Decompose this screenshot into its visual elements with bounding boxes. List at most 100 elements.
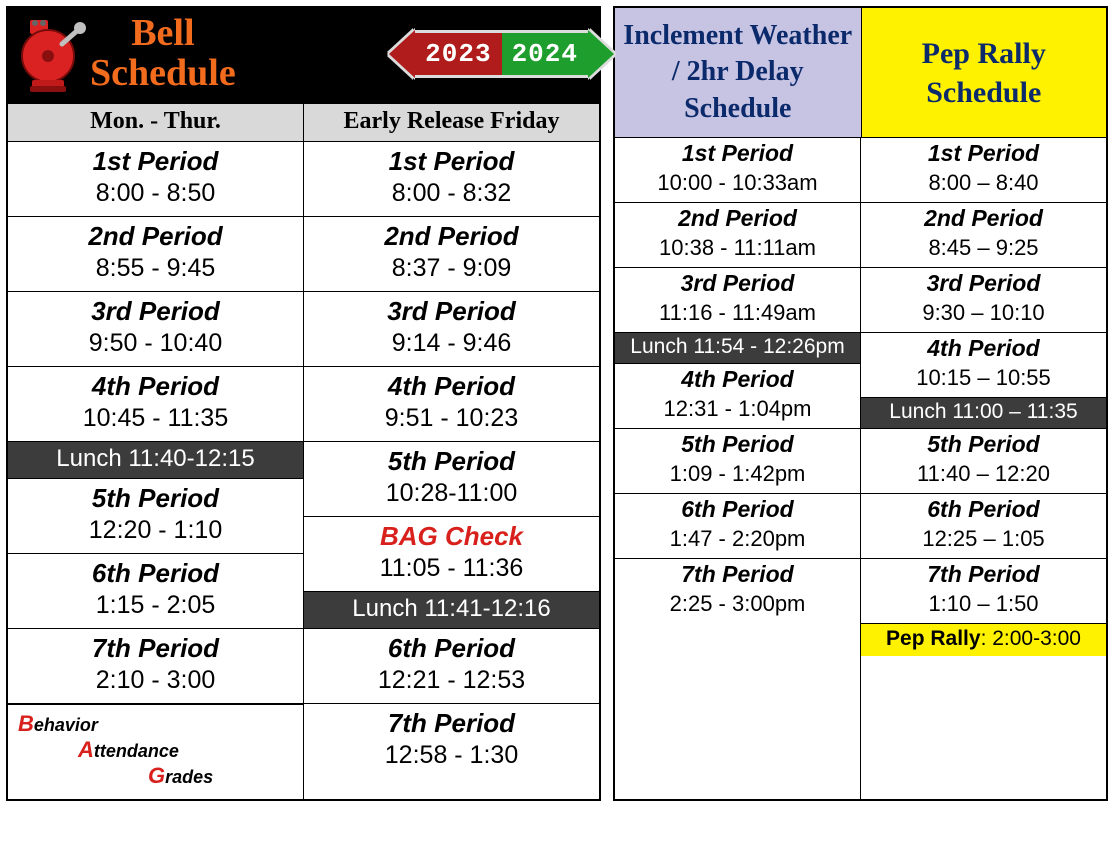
table-row: 2nd Period 8:45 – 9:25: [861, 203, 1106, 268]
schedule-wrap: Bell Schedule 2023 2024 Mon. - Thur. Ear…: [0, 0, 1120, 807]
bell-banner: Bell Schedule 2023 2024: [8, 8, 599, 104]
period-time: 9:14 - 9:46: [304, 329, 599, 358]
bell-title-line2: Schedule: [90, 54, 236, 94]
table-row: 1st Period 8:00 - 8:32: [304, 142, 599, 217]
period-label: 4th Period: [615, 366, 860, 393]
table-row: 1st Period 8:00 – 8:40: [861, 138, 1106, 203]
period-label: 5th Period: [8, 483, 303, 514]
period-label: 4th Period: [861, 335, 1106, 362]
table-row: 6th Period 12:21 - 12:53: [304, 629, 599, 704]
table-row: 6th Period 12:25 – 1:05: [861, 494, 1106, 559]
alarm-bell-icon: [16, 14, 86, 94]
period-time: 10:38 - 11:11am: [615, 235, 860, 261]
period-time: 8:45 – 9:25: [861, 235, 1106, 261]
period-label: 2nd Period: [304, 221, 599, 252]
bag-a-line: Attendance: [78, 737, 293, 763]
period-label: 5th Period: [304, 446, 599, 477]
bag-footer: Behavior Attendance Grades: [8, 704, 303, 799]
right-two-col: 1st Period 10:00 - 10:33am 2nd Period 10…: [615, 138, 1106, 799]
period-label: 4th Period: [304, 371, 599, 402]
header-friday: Early Release Friday: [303, 104, 599, 142]
table-row: 7th Period 2:25 - 3:00pm: [615, 559, 860, 623]
period-time: 1:15 - 2:05: [8, 591, 303, 620]
year-arrows: 2023 2024: [412, 30, 591, 78]
lunch-row: Lunch 11:40-12:15: [8, 442, 303, 479]
table-row: 7th Period 2:10 - 3:00: [8, 629, 303, 704]
period-label: 7th Period: [8, 633, 303, 664]
left-two-col: 1st Period 8:00 - 8:50 2nd Period 8:55 -…: [8, 142, 599, 799]
pep-rally-time: : 2:00-3:00: [981, 627, 1081, 650]
period-time: 8:55 - 9:45: [8, 254, 303, 283]
table-row: 7th Period 1:10 – 1:50: [861, 559, 1106, 624]
table-row: 4th Period 10:15 – 10:55: [861, 333, 1106, 398]
period-label: 1st Period: [861, 140, 1106, 167]
period-time: 8:00 – 8:40: [861, 170, 1106, 196]
pep-rally-label: Pep Rally: [886, 627, 981, 650]
period-time: 12:58 - 1:30: [304, 741, 599, 770]
table-row: 5th Period 1:09 - 1:42pm: [615, 429, 860, 494]
period-time: 10:45 - 11:35: [8, 404, 303, 433]
period-time: 9:50 - 10:40: [8, 329, 303, 358]
period-time: 8:00 - 8:32: [304, 179, 599, 208]
period-label: 6th Period: [8, 558, 303, 589]
table-row: 5th Period 10:28-11:00: [304, 442, 599, 517]
friday-col: 1st Period 8:00 - 8:32 2nd Period 8:37 -…: [303, 142, 599, 799]
period-time: 8:37 - 9:09: [304, 254, 599, 283]
year-left-arrow: 2023: [412, 30, 501, 78]
table-row: 3rd Period 9:14 - 9:46: [304, 292, 599, 367]
period-time: 9:30 – 10:10: [861, 300, 1106, 326]
table-row: 4th Period 12:31 - 1:04pm: [615, 364, 860, 429]
lunch-row: Lunch 11:54 - 12:26pm: [615, 333, 860, 364]
period-time: 12:21 - 12:53: [304, 666, 599, 695]
table-row: 1st Period 8:00 - 8:50: [8, 142, 303, 217]
period-time: 12:25 – 1:05: [861, 526, 1106, 552]
period-label: 2nd Period: [861, 205, 1106, 232]
period-label: 3rd Period: [8, 296, 303, 327]
pep-col: 1st Period 8:00 – 8:40 2nd Period 8:45 –…: [860, 138, 1106, 799]
period-label: 7th Period: [615, 561, 860, 588]
year-right-arrow: 2024: [502, 30, 591, 78]
period-time: 1:09 - 1:42pm: [615, 461, 860, 487]
pep-rally-row: Pep Rally: 2:00-3:00: [861, 624, 1106, 656]
table-row: 2nd Period 8:37 - 9:09: [304, 217, 599, 292]
period-label: 7th Period: [861, 561, 1106, 588]
table-row: 3rd Period 9:30 – 10:10: [861, 268, 1106, 333]
bag-b-text: ehavior: [34, 715, 98, 735]
table-row: 1st Period 10:00 - 10:33am: [615, 138, 860, 203]
table-row: 4th Period 10:45 - 11:35: [8, 367, 303, 442]
header-monthu: Mon. - Thur.: [8, 104, 303, 142]
period-label: 3rd Period: [861, 270, 1106, 297]
period-label: 4th Period: [8, 371, 303, 402]
period-time: 9:51 - 10:23: [304, 404, 599, 433]
period-label: 7th Period: [304, 708, 599, 739]
table-row: 5th Period 12:20 - 1:10: [8, 479, 303, 554]
bag-g-line: Grades: [148, 763, 293, 789]
left-header-row: Mon. - Thur. Early Release Friday: [8, 104, 599, 142]
period-time: 12:31 - 1:04pm: [615, 396, 860, 422]
period-label: 1st Period: [615, 140, 860, 167]
table-row: 5th Period 11:40 – 12:20: [861, 429, 1106, 494]
period-time: 1:47 - 2:20pm: [615, 526, 860, 552]
lunch-row: Lunch 11:00 – 11:35: [861, 398, 1106, 429]
table-row: 7th Period 12:58 - 1:30: [304, 704, 599, 778]
table-row: 3rd Period 9:50 - 10:40: [8, 292, 303, 367]
bag-check-row: BAG Check 11:05 - 11:36: [304, 517, 599, 592]
period-time: 10:00 - 10:33am: [615, 170, 860, 196]
period-label: 3rd Period: [615, 270, 860, 297]
header-weather: Inclement Weather / 2hr Delay Schedule: [615, 8, 861, 137]
period-time: 11:16 - 11:49am: [615, 300, 860, 326]
period-label: 1st Period: [8, 146, 303, 177]
bag-check-time: 11:05 - 11:36: [304, 554, 599, 583]
table-row: 6th Period 1:47 - 2:20pm: [615, 494, 860, 559]
period-time: 10:28-11:00: [304, 479, 599, 508]
weather-col: 1st Period 10:00 - 10:33am 2nd Period 10…: [615, 138, 860, 799]
period-time: 10:15 – 10:55: [861, 365, 1106, 391]
period-label: 5th Period: [615, 431, 860, 458]
period-label: 6th Period: [861, 496, 1106, 523]
bag-a-text: ttendance: [94, 741, 179, 761]
bag-g-text: rades: [165, 767, 213, 787]
table-row: 2nd Period 10:38 - 11:11am: [615, 203, 860, 268]
table-row: 6th Period 1:15 - 2:05: [8, 554, 303, 629]
period-label: 2nd Period: [615, 205, 860, 232]
period-label: 3rd Period: [304, 296, 599, 327]
